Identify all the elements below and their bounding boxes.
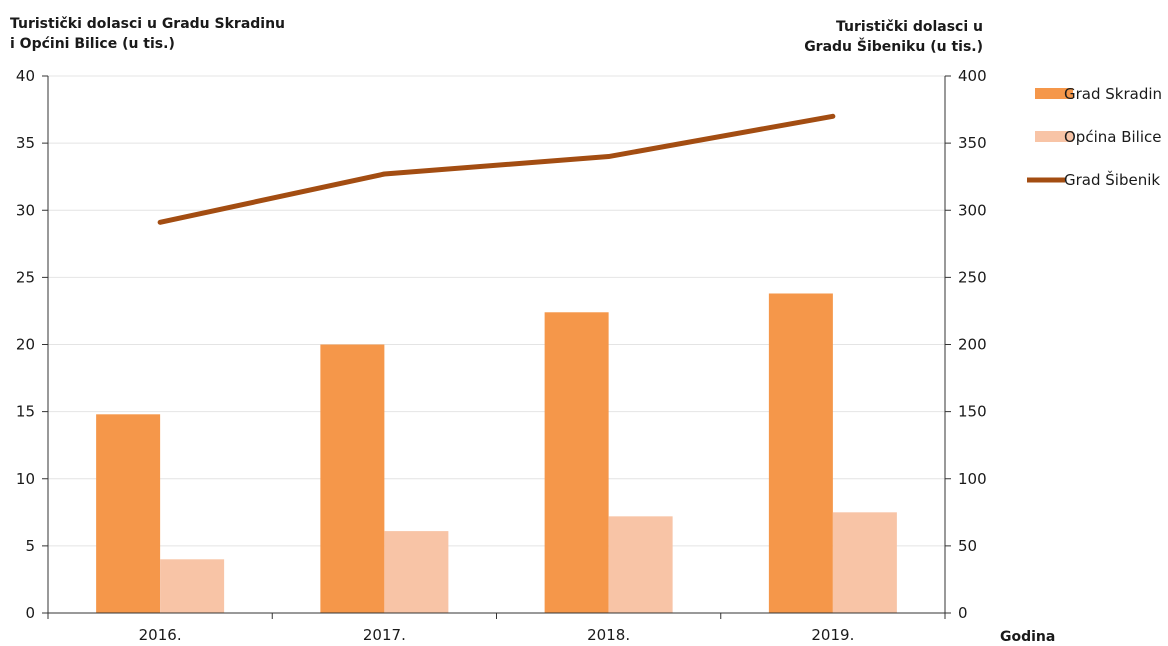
left-axis-tick-label: 30 (16, 201, 35, 219)
right-axis-tick-label: 350 (958, 134, 987, 152)
left-axis-tick-label: 40 (16, 67, 35, 85)
right-axis-tick-label: 300 (958, 201, 987, 219)
left-axis-tick-label: 15 (16, 403, 35, 421)
legend-swatch-grad-skradin (1035, 88, 1073, 99)
legend-label-grad-skradin: Grad Skradin (1064, 85, 1162, 103)
bar-opcina-bilice (832, 512, 897, 613)
legend-label-grad-sibenik: Grad Šibenik (1064, 170, 1160, 189)
right-axis-tick-label: 50 (958, 537, 977, 555)
bar-grad-skradin (768, 293, 833, 613)
bar-opcina-bilice (384, 531, 449, 613)
line-grad-sibenik (157, 113, 836, 225)
x-axis-tick-label: 2018. (587, 626, 630, 644)
bar-grad-skradin (96, 414, 161, 613)
x-axis-tick-label: 2016. (139, 626, 182, 644)
legend-label-opcina-bilice: Općina Bilice (1064, 128, 1161, 146)
right-axis-ticks: 0 50 100 150 200 250 300 350 400 (958, 67, 987, 622)
bar-grad-skradin (544, 312, 609, 613)
bar-grad-skradin (320, 344, 385, 613)
right-axis-tick-label: 250 (958, 268, 987, 286)
right-axis-title-line-1: Turistički dolasci u (836, 19, 983, 35)
left-axis-tick-label: 5 (25, 537, 35, 555)
x-axis-tick-label: 2017. (363, 626, 406, 644)
legend-swatch-opcina-bilice (1035, 131, 1073, 142)
right-axis-tick-label: 200 (958, 336, 987, 354)
right-axis-tick-label: 150 (958, 403, 987, 421)
bars-group (96, 293, 897, 613)
x-axis-ticks: 2016. 2017. 2018. 2019. (139, 626, 855, 644)
right-axis-tick-label: 100 (958, 470, 987, 488)
x-axis-tick-label: 2019. (811, 626, 854, 644)
left-axis-tick-label: 10 (16, 470, 35, 488)
x-axis-title: Godina (1000, 629, 1055, 645)
left-axis-tick-label: 20 (16, 336, 35, 354)
bar-opcina-bilice (608, 516, 673, 613)
left-axis-title-line-2: i Općini Bilice (u tis.) (10, 36, 175, 52)
left-axis-title-line-1: Turistički dolasci u Gradu Skradinu (10, 16, 285, 32)
axes-group (42, 75, 951, 619)
line-series-group (157, 113, 836, 225)
left-axis-tick-label: 25 (16, 268, 35, 286)
left-axis-tick-label: 0 (25, 604, 35, 622)
right-axis-tick-label: 400 (958, 67, 987, 85)
legend: Grad Skradin Općina Bilice Grad Šibenik (1027, 85, 1162, 189)
bar-opcina-bilice (160, 559, 225, 613)
left-axis-ticks: 0 5 10 15 20 25 30 35 40 (16, 67, 35, 622)
gridlines (48, 75, 945, 547)
left-axis-tick-label: 35 (16, 134, 35, 152)
right-axis-title-line-2: Gradu Šibeniku (u tis.) (804, 37, 983, 55)
right-axis-tick-label: 0 (958, 604, 968, 622)
